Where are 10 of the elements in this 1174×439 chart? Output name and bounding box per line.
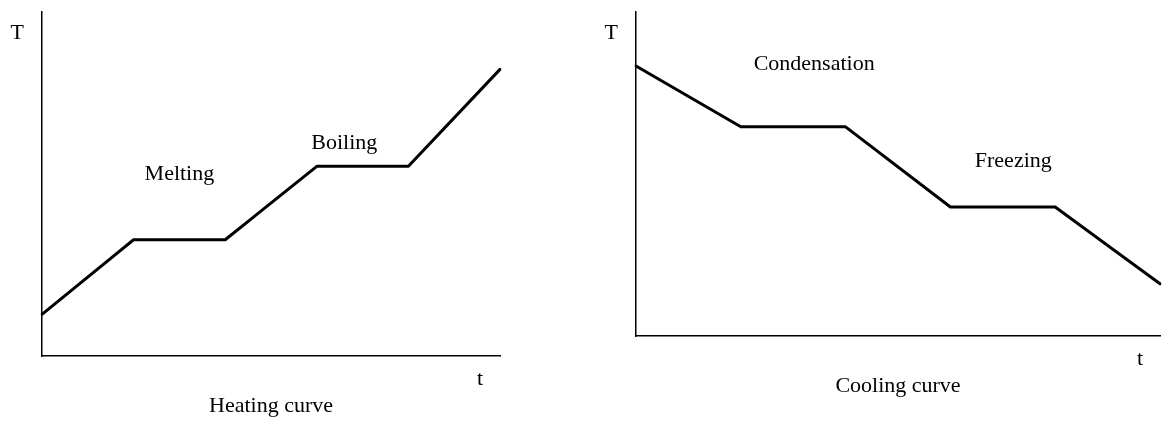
text: Heating curve xyxy=(209,391,333,417)
text: Cooling curve xyxy=(835,371,961,397)
annotation: Melting xyxy=(144,159,215,185)
y-axis-title: T xyxy=(10,18,25,44)
annotation: Freezing xyxy=(974,146,1052,172)
annotation: Boiling xyxy=(311,128,378,154)
y-axis-title: T xyxy=(604,18,619,44)
annotation: Condensation xyxy=(753,49,875,75)
x-axis-title: t xyxy=(476,364,484,390)
x-axis-title: t xyxy=(1136,344,1144,370)
